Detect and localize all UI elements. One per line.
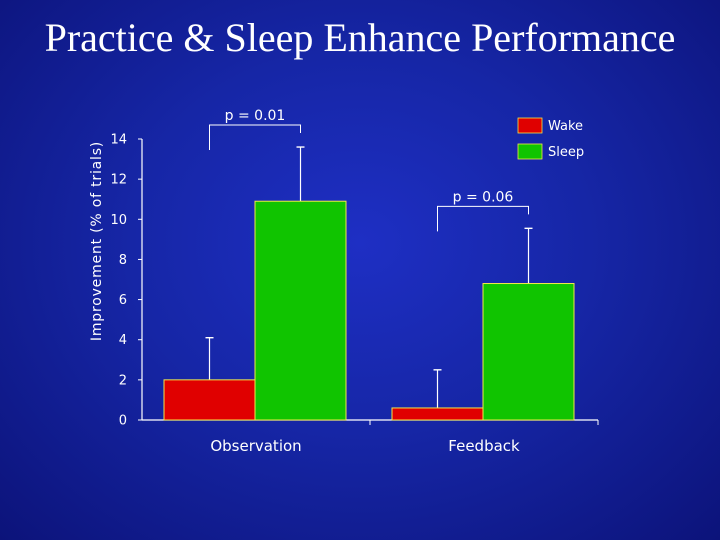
legend-label-wake: Wake [548,119,583,134]
y-axis-label: Improvement (% of trials) [89,141,105,341]
legend: Wake Sleep [517,117,584,160]
legend-swatch-wake [517,117,543,134]
bar-wake-feedback [391,407,484,421]
significance-bracket [437,205,529,232]
p-value-label: p = 0.01 [225,108,286,124]
y-tick-label: 2 [119,373,127,388]
x-tick-label: Feedback [448,437,520,455]
y-tick-label: 12 [110,173,127,188]
significance-bracket [209,124,301,151]
y-tick-label: 4 [119,333,127,348]
y-tick-label: 10 [110,213,127,228]
y-tick-label: 0 [119,414,127,429]
slide-title: Practice & Sleep Enhance Performance [44,15,676,60]
y-tick-label: 8 [119,253,127,268]
p-value-label: p = 0.06 [453,189,514,205]
x-tick-label: Observation [210,437,301,455]
y-tick-label: 14 [110,133,127,148]
legend-label-sleep: Sleep [548,145,584,160]
legend-swatch-sleep [517,143,543,160]
bar-sleep-observation [254,200,347,421]
bar-wake-observation [163,379,256,421]
y-tick-label: 6 [119,293,127,308]
bar-sleep-feedback [482,283,575,421]
